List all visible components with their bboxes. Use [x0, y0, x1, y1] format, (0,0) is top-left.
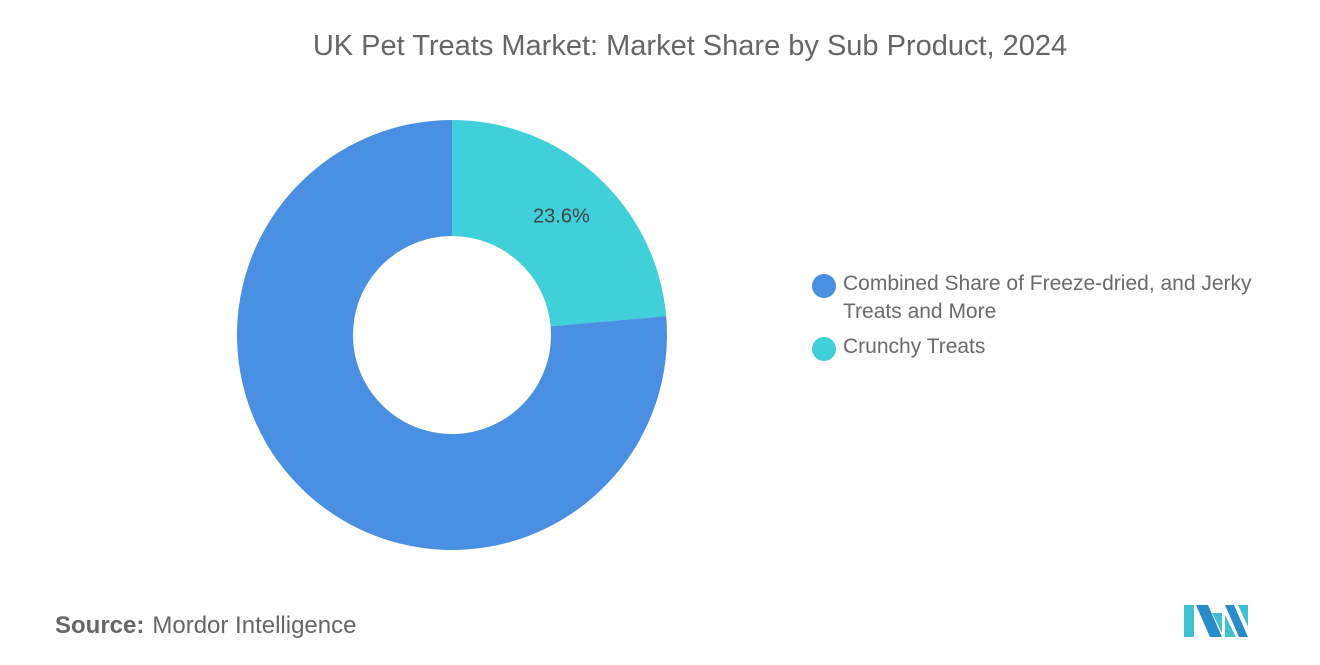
legend-swatch	[812, 274, 836, 298]
legend-swatch	[812, 337, 836, 361]
source-note: Source: Mordor Intelligence	[55, 612, 356, 640]
legend-label: Crunchy Treats	[843, 335, 986, 358]
legend-item-crunchy[interactable]: Crunchy Treats	[812, 333, 1303, 361]
mordor-intelligence-logo-icon	[1184, 605, 1248, 637]
donut-chart: 23.6%	[236, 120, 667, 551]
legend-label: Combined Share of Freeze-dried, and Jerk…	[843, 272, 1252, 323]
donut-slice-crunchy[interactable]	[452, 120, 667, 327]
legend-item-combined[interactable]: Combined Share of Freeze-dried, and Jerk…	[812, 270, 1303, 326]
chart-title: UK Pet Treats Market: Market Share by Su…	[312, 30, 1068, 62]
donut-slice-combined[interactable]	[236, 120, 667, 551]
data-label: 23.6%	[533, 206, 590, 228]
source-value: Mordor Intelligence	[152, 612, 357, 639]
source-label: Source:	[55, 612, 145, 639]
